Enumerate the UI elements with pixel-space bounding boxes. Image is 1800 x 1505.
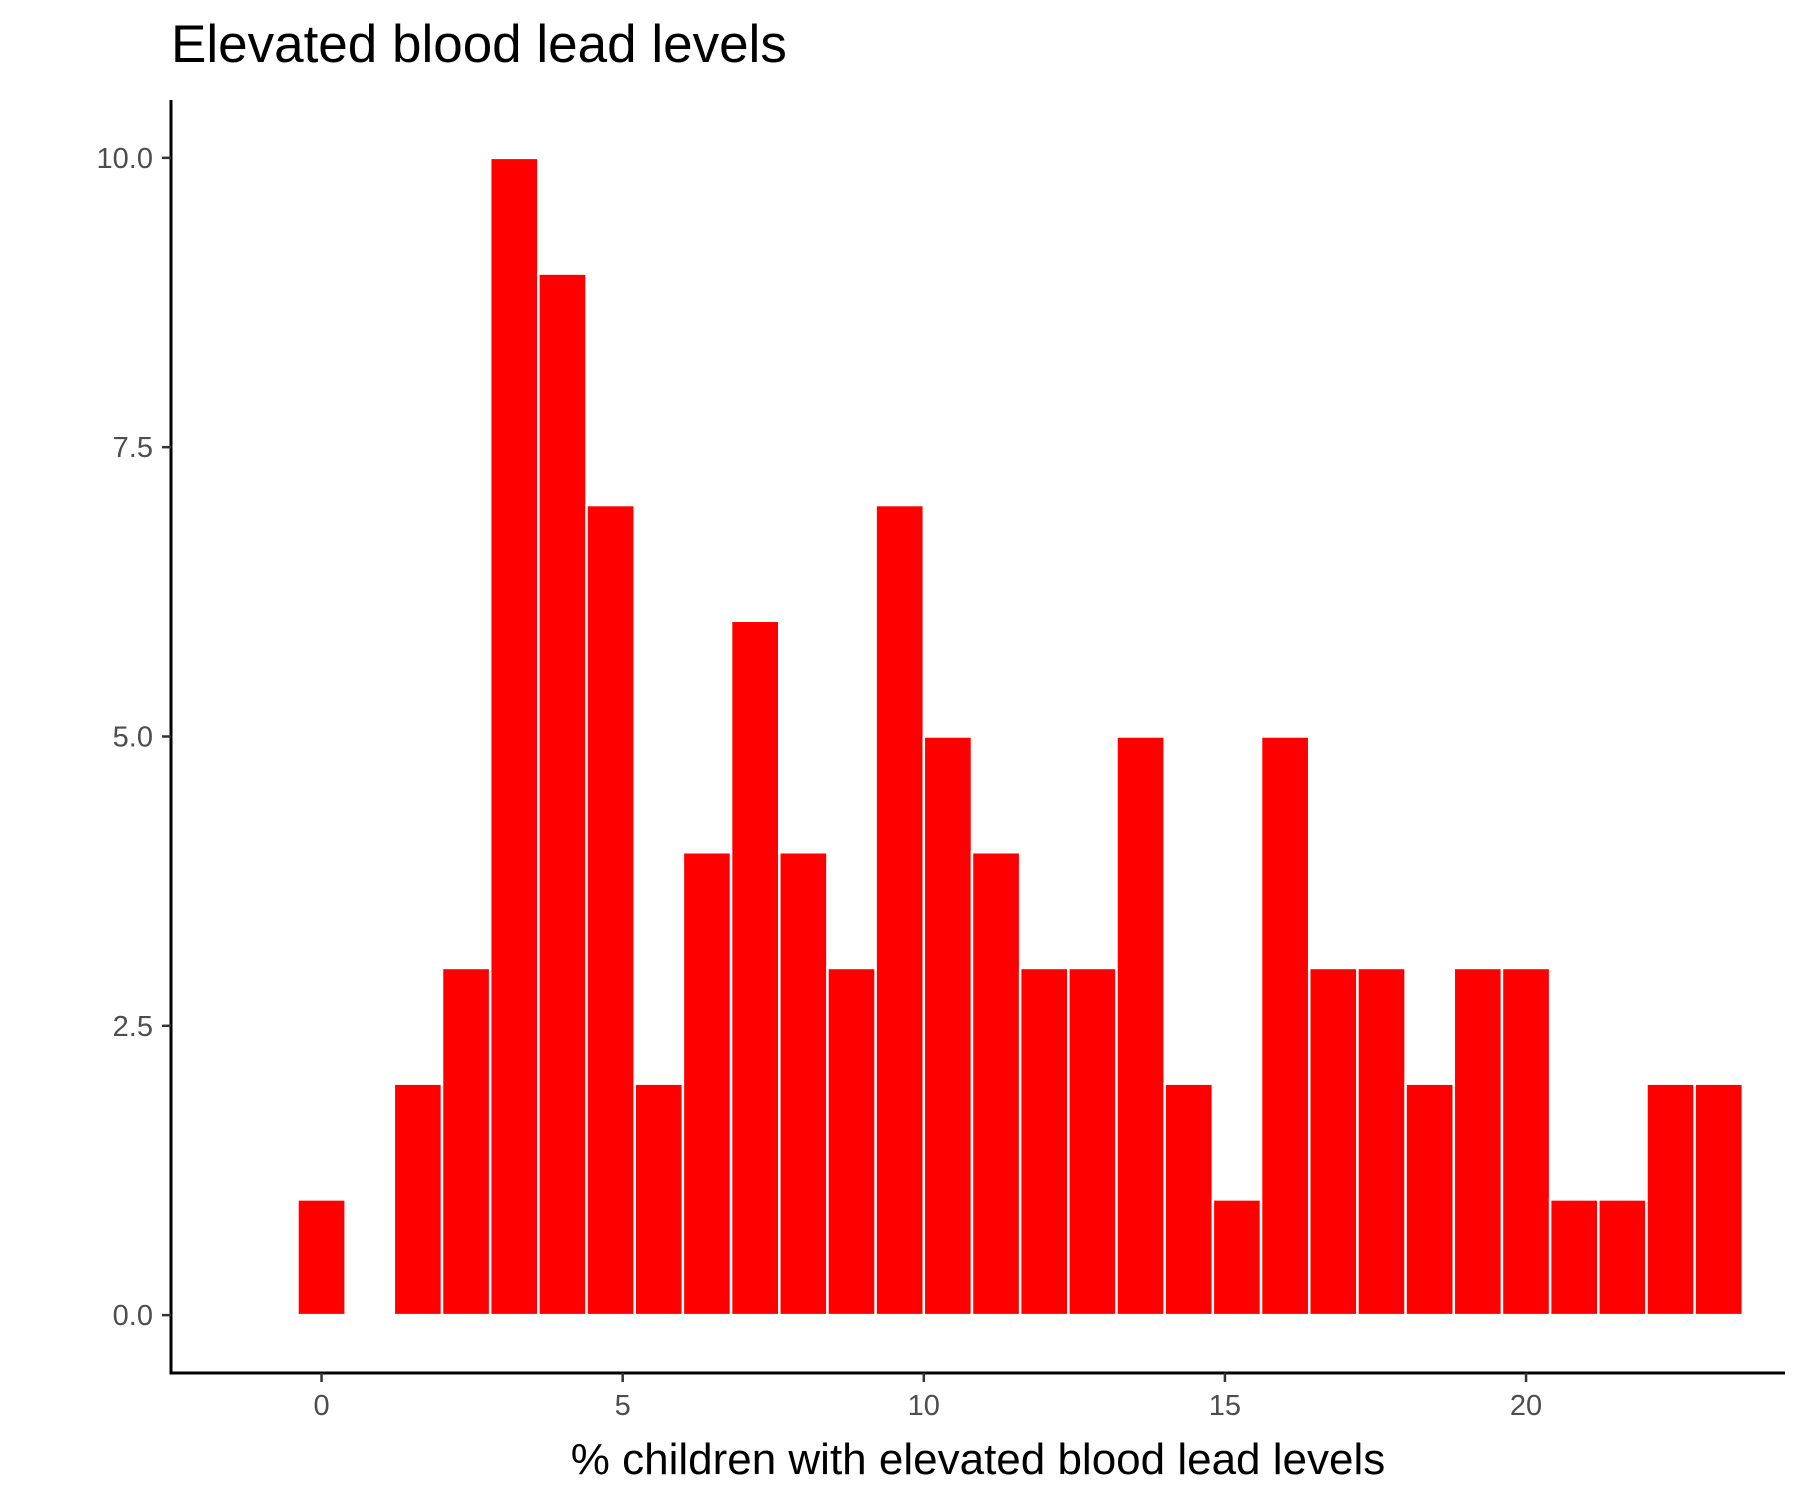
histogram-bar [440,966,492,1317]
histogram-bar [1356,966,1407,1317]
histogram-bar [585,503,636,1317]
histogram-bar [681,850,733,1317]
histogram-bar [537,272,588,1317]
x-axis-title: % children with elevated blood lead leve… [571,1435,1386,1484]
y-tick-label: 7.5 [113,432,153,464]
histogram-bar [826,966,877,1317]
histogram-bar [1018,966,1070,1317]
histogram-bar [1211,1198,1263,1317]
histogram-bar [1645,1082,1696,1317]
y-tick-label: 10.0 [97,143,153,175]
chart-title: Elevated blood lead levels [171,15,787,74]
histogram-bar [1404,1082,1456,1317]
histogram-bar [729,619,781,1317]
histogram-bar [392,1082,444,1317]
histogram-bar [1115,735,1166,1317]
x-tick-label: 15 [1209,1390,1241,1422]
histogram-bar [874,503,926,1317]
histogram-bar [1259,735,1311,1317]
histogram-bar [778,850,829,1317]
histogram-bar [633,1082,685,1317]
x-tick-label: 5 [615,1390,631,1422]
x-tick-label: 0 [313,1390,329,1422]
histogram-bar [1452,966,1504,1317]
x-tick-label: 20 [1510,1390,1542,1422]
histogram-bar [970,850,1022,1317]
x-tick-label: 10 [908,1390,940,1422]
histogram-bar [296,1198,347,1317]
y-tick-label: 2.5 [113,1011,153,1043]
histogram-bar [1067,966,1118,1317]
histogram-bar [1693,1082,1745,1317]
y-tick-label: 5.0 [113,722,153,754]
x-ticks-layer: 0 5 10 15 20 [313,1373,1542,1422]
bars-layer [296,156,1745,1317]
histogram-bar [1163,1082,1215,1317]
histogram-bar [488,156,540,1317]
y-ticks-layer: 0.0 2.5 5.0 7.5 10.0 [97,143,171,1332]
histogram-bar [1307,966,1359,1317]
histogram-bar [1500,966,1552,1317]
histogram-bar [1548,1198,1600,1317]
y-tick-label: 0.0 [113,1300,153,1332]
histogram-bar [1597,1198,1648,1317]
histogram-bar [922,735,974,1317]
